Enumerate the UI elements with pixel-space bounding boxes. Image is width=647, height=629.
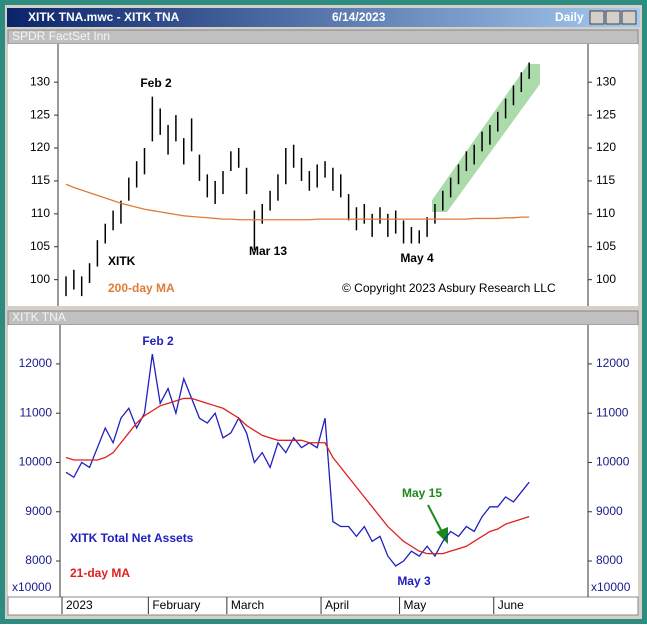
panel-title: XITK TNA xyxy=(12,310,66,324)
y-tick-label: 12000 xyxy=(596,356,630,370)
x-tick-label: March xyxy=(231,598,264,612)
x-tick-label: June xyxy=(498,598,524,612)
legend-label: 21-day MA xyxy=(70,566,130,580)
copyright: © Copyright 2023 Asbury Research LLC xyxy=(342,281,556,295)
title-bar xyxy=(7,8,640,27)
y-tick-label: 8000 xyxy=(25,553,52,567)
x-tick-label: May xyxy=(404,598,427,612)
arrow-head xyxy=(436,527,448,544)
close-button[interactable] xyxy=(621,10,637,25)
y-tick-label: 100 xyxy=(596,272,616,286)
annotation: Mar 13 xyxy=(249,244,287,258)
maximize-button[interactable] xyxy=(605,10,621,25)
y-tick-label: 120 xyxy=(596,140,616,154)
legend-label: 200-day MA xyxy=(108,281,175,295)
series-line xyxy=(65,353,530,567)
y-tick-label: 11000 xyxy=(20,405,53,419)
y-tick-label: 115 xyxy=(596,173,615,187)
plot-area xyxy=(8,44,638,306)
x-tick-label: April xyxy=(325,598,349,612)
y-tick-label: 125 xyxy=(596,107,616,121)
x-axis-strip xyxy=(7,596,639,616)
annotation: Feb 2 xyxy=(140,76,172,90)
y-tick-label: 9000 xyxy=(596,504,623,518)
scale-label: x10000 xyxy=(12,580,52,594)
y-tick-label: 100 xyxy=(30,272,50,286)
y-tick-label: 9000 xyxy=(25,504,52,518)
minimize-button[interactable] xyxy=(589,10,605,25)
legend-label: XITK xyxy=(108,254,136,268)
window-date: 6/14/2023 xyxy=(332,10,386,24)
y-tick-label: 110 xyxy=(31,206,50,220)
scale-label: x10000 xyxy=(591,580,631,594)
legend-label: XITK Total Net Assets xyxy=(70,531,194,545)
window-title: XITK TNA.mwc - XITK TNA xyxy=(28,10,180,24)
panel-title: SPDR FactSet Inn xyxy=(12,29,110,43)
series-line xyxy=(65,183,530,221)
y-tick-label: 125 xyxy=(30,107,50,121)
y-tick-label: 130 xyxy=(596,74,616,88)
y-tick-label: 10000 xyxy=(19,455,53,469)
y-tick-label: 11000 xyxy=(596,405,629,419)
annotation: Feb 2 xyxy=(142,334,174,348)
y-tick-label: 12000 xyxy=(19,356,53,370)
annotation: May 3 xyxy=(397,574,431,588)
series-line xyxy=(65,397,530,555)
plot-area xyxy=(8,325,638,597)
y-tick-label: 105 xyxy=(596,239,616,253)
y-tick-label: 8000 xyxy=(596,553,623,567)
y-tick-label: 130 xyxy=(30,74,50,88)
annotation: May 15 xyxy=(402,486,442,500)
y-tick-label: 110 xyxy=(596,206,615,220)
panel-header xyxy=(7,310,639,326)
x-tick-label: 2023 xyxy=(66,598,93,612)
x-tick-label: February xyxy=(152,598,200,612)
arrow xyxy=(427,504,443,533)
y-tick-label: 115 xyxy=(31,173,50,187)
window-period: Daily xyxy=(555,10,584,24)
y-tick-label: 120 xyxy=(30,140,50,154)
y-tick-label: 105 xyxy=(30,239,50,253)
annotation: May 4 xyxy=(400,251,434,265)
y-tick-label: 10000 xyxy=(596,455,630,469)
